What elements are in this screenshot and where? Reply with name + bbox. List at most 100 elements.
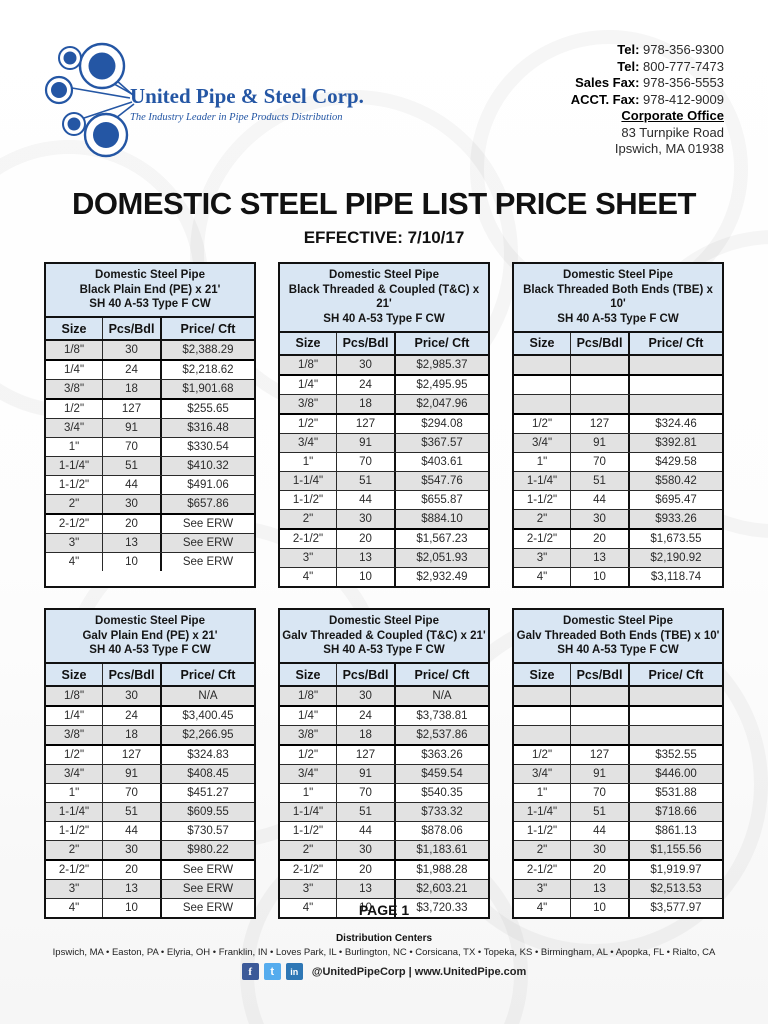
column-header-price: Price/ Cft (160, 664, 254, 686)
cell-size: 4" (302, 902, 314, 915)
cell-size: 1/2" (63, 403, 85, 416)
cell-pcs: 13 (102, 534, 160, 553)
table-row: 1" 70 $540.35 (280, 784, 488, 804)
cell-size: 2" (302, 844, 314, 857)
cell-size: 1/4" (297, 378, 319, 391)
table-row (514, 394, 722, 415)
table-row: 1/4" 24 $2,218.62 (46, 361, 254, 381)
linkedin-icon[interactable]: in (285, 963, 303, 980)
table-row: 1/2" 127 $294.08 (280, 414, 488, 434)
table-row: 1-1/4" 51 $547.76 (280, 471, 488, 491)
table-title-line: Black Plain End (PE) x 21' (79, 283, 221, 296)
cell-pcs: 70 (102, 438, 160, 457)
table-title-line: Domestic Steel Pipe (95, 614, 205, 627)
cell-price: $2,985.37 (394, 355, 488, 374)
cell-size: 2-1/2" (58, 864, 90, 877)
cell-price: $2,603.21 (394, 880, 488, 899)
price-table-galv-tc: Domestic Steel Pipe Galv Threaded & Coup… (278, 607, 490, 920)
table-row: 2" 30 $1,183.61 (280, 841, 488, 862)
cell-pcs: 91 (102, 765, 160, 784)
cell-size: 1-1/4" (292, 474, 324, 487)
cell-price: $3,738.81 (394, 707, 488, 726)
column-header-pcs: Pcs/Bdl (570, 664, 628, 686)
cell-pcs: 127 (102, 746, 160, 765)
cell-price: $1,155.56 (628, 841, 722, 860)
table-row: 1-1/4" 51 $609.55 (46, 803, 254, 823)
cell-price (628, 355, 722, 374)
company-logo (44, 36, 140, 162)
cell-size: 2-1/2" (58, 518, 90, 531)
table-row: 1/2" 127 $255.65 (46, 400, 254, 420)
social-handle-and-website[interactable]: @UnitedPipeCorp | www.UnitedPipe.com (311, 965, 527, 978)
column-header-pcs: Pcs/Bdl (102, 318, 160, 340)
table-row: 1" 70 $531.88 (514, 784, 722, 804)
effective-date: EFFECTIVE: 7/10/17 (303, 228, 465, 247)
cell-price: $1,901.68 (160, 380, 254, 399)
cell-pcs: 91 (570, 433, 628, 452)
cell-price: See ERW (160, 899, 254, 918)
cell-size: 3" (68, 883, 80, 896)
cell-price: $1,183.61 (394, 841, 488, 860)
table-row: 2-1/2" 20 $1,567.23 (280, 529, 488, 549)
cell-pcs: 51 (570, 803, 628, 822)
cell-size: 1/2" (297, 417, 319, 430)
cell-size: 1" (536, 787, 548, 800)
column-header-price: Price/ Cft (628, 332, 722, 354)
cell-price: $2,495.95 (394, 375, 488, 394)
fax-label: Sales Fax: (575, 75, 640, 90)
table-body: 1/8" 30 $2,985.37 1/4" 24 $2,495.95 3/8" 18 $2,0… (280, 355, 488, 586)
table-row: 1/8" 30 N/A (46, 687, 254, 708)
fax-line: Sales Fax: 978-356-5553 (571, 75, 724, 92)
cell-pcs: 44 (102, 822, 160, 841)
cell-price: $1,988.28 (394, 861, 488, 880)
cell-price: $459.54 (394, 765, 488, 784)
table-row: 3/4" 91 $367.57 (280, 433, 488, 453)
cell-pcs: 70 (570, 784, 628, 803)
table-row (514, 726, 722, 747)
cell-price: $324.83 (160, 746, 254, 765)
table-row: 1-1/2" 44 $878.06 (280, 822, 488, 842)
table-header-row: Size Pcs/Bdl Price/ Cft (46, 318, 254, 342)
cell-size: 3/8" (297, 729, 319, 742)
cell-size: 1-1/2" (526, 825, 558, 838)
cell-price: $324.46 (628, 414, 722, 433)
phone-value: 978-356-9300 (643, 42, 724, 57)
cell-price: $2,513.53 (628, 880, 722, 899)
cell-pcs: 10 (570, 567, 628, 586)
cell-size: 3" (302, 551, 314, 564)
social-row: f t in @UnitedPipeCorp | www.UnitedPipe.… (0, 963, 768, 980)
cell-size (514, 395, 570, 413)
cell-size: 3/4" (531, 768, 553, 781)
table-title-line: SH 40 A-53 Type F CW (89, 298, 211, 311)
table-row: 3" 13 $2,513.53 (514, 880, 722, 900)
cell-price: $352.55 (628, 746, 722, 765)
cell-size: 2-1/2" (526, 532, 558, 545)
cell-size: 1-1/2" (526, 493, 558, 506)
cell-price: $363.26 (394, 746, 488, 765)
table-title: Domestic Steel Pipe Galv Threaded & Coup… (280, 609, 488, 665)
cell-pcs: 127 (102, 400, 160, 419)
cell-price: $878.06 (394, 822, 488, 841)
cell-pcs: 30 (102, 687, 160, 706)
table-row: 2-1/2" 20 $1,919.97 (514, 861, 722, 881)
fax-value: 978-356-5553 (643, 75, 724, 90)
cell-price: N/A (394, 687, 488, 706)
cell-pcs (570, 375, 628, 394)
cell-price: $695.47 (628, 490, 722, 509)
cell-size: 4" (68, 902, 80, 915)
cell-pcs: 24 (102, 361, 160, 380)
table-row: 4" 10 $2,932.49 (280, 567, 488, 586)
twitter-icon[interactable]: t (263, 963, 281, 980)
cell-pcs: 20 (570, 529, 628, 548)
cell-size: 1/4" (297, 710, 319, 723)
facebook-icon[interactable]: f (241, 963, 259, 980)
cell-size: 1-1/4" (292, 806, 324, 819)
cell-size: 4" (536, 570, 548, 583)
table-row (514, 687, 722, 708)
cell-price: $540.35 (394, 784, 488, 803)
table-row: 2" 30 $657.86 (46, 495, 254, 516)
cell-price: $392.81 (628, 433, 722, 452)
cell-price (628, 687, 722, 706)
column-header-price: Price/ Cft (160, 318, 254, 340)
cell-price: $3,118.74 (628, 567, 722, 586)
